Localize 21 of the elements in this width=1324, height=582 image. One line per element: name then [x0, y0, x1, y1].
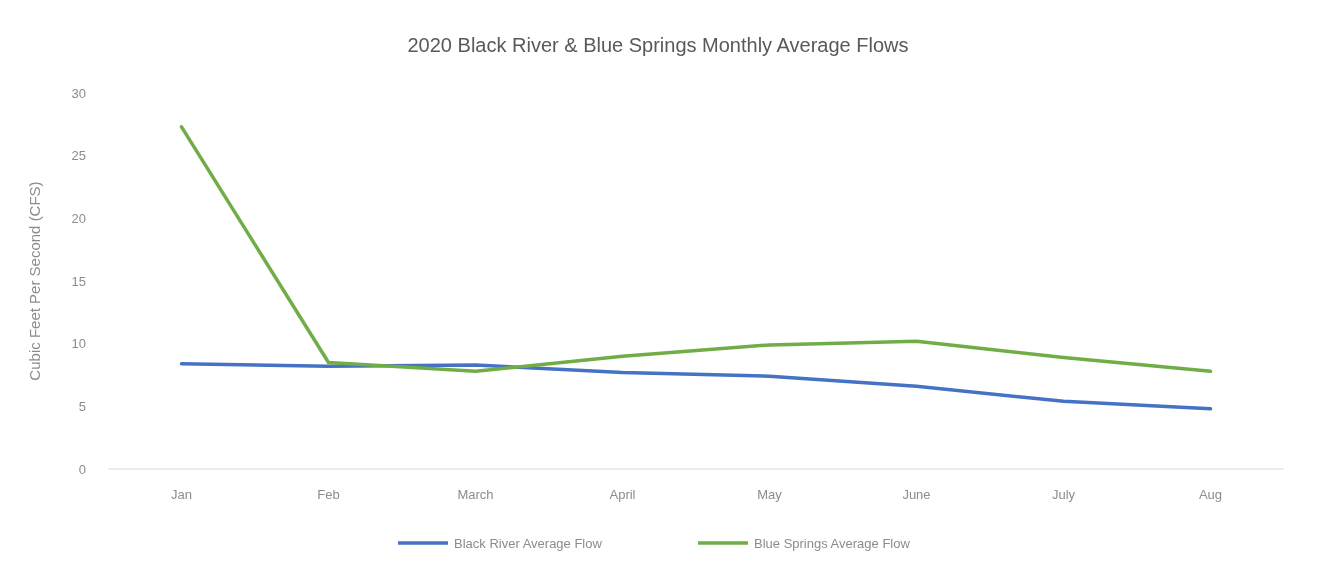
- chart-title: 2020 Black River & Blue Springs Monthly Average Flows: [407, 34, 909, 56]
- y-tick-label: 10: [71, 336, 86, 352]
- y-tick-label: 0: [78, 461, 86, 477]
- x-tick-label: Jan: [171, 487, 192, 502]
- y-tick-label: 25: [71, 148, 86, 164]
- y-axis-title: Cubic Feet Per Second (CFS): [26, 181, 43, 381]
- x-tick-label: July: [1051, 487, 1076, 502]
- x-tick-label: Feb: [317, 487, 340, 502]
- legend-label: Blue Springs Average Flow: [754, 535, 911, 551]
- y-tick-label: 20: [71, 210, 86, 226]
- x-tick-label: Aug: [1198, 487, 1223, 502]
- legend-label: Black River Average Flow: [454, 535, 603, 551]
- y-tick-label: 30: [71, 85, 86, 101]
- line-series: [179, 361, 1213, 411]
- y-tick-label: 5: [78, 398, 86, 414]
- x-tick-label: May: [757, 487, 783, 502]
- x-tick-label: June: [902, 487, 931, 502]
- x-tick-label: March: [457, 487, 494, 502]
- y-tick-label: 15: [71, 273, 86, 289]
- line-series: [179, 125, 1213, 373]
- x-tick-label: April: [609, 487, 636, 502]
